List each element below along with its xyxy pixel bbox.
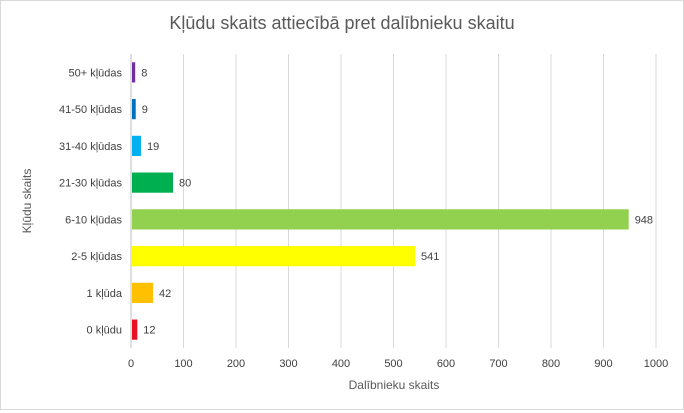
x-tick-label: 100 — [174, 358, 192, 370]
x-tick-label: 0 — [128, 358, 134, 370]
bar — [132, 62, 136, 83]
x-tick-label: 800 — [542, 358, 560, 370]
category-label: 21-30 kļūdas — [59, 178, 122, 190]
bar — [132, 99, 136, 120]
data-label: 42 — [159, 288, 171, 300]
x-tick-label: 600 — [437, 358, 455, 370]
category-label: 31-40 kļūdas — [59, 141, 122, 153]
category-label: 1 kļūda — [87, 288, 123, 300]
x-tick-label: 1000 — [644, 358, 668, 370]
x-tick-label: 700 — [489, 358, 507, 370]
x-tick-label: 900 — [594, 358, 612, 370]
data-label: 80 — [179, 178, 191, 190]
category-label: 0 kļūdu — [87, 325, 122, 337]
bar — [132, 319, 138, 340]
bar — [132, 209, 629, 230]
bar — [132, 172, 173, 193]
data-label: 19 — [147, 141, 159, 153]
category-label: 6-10 kļūdas — [65, 214, 122, 226]
x-tick-label: 300 — [279, 358, 297, 370]
x-axis-title: Dalībnieku skaits — [348, 378, 440, 392]
x-tick-label: 500 — [384, 358, 402, 370]
chart-title: Kļūdu skaits attiecībā pret dalībnieku s… — [169, 13, 515, 33]
x-tick-label: 400 — [332, 358, 350, 370]
bar — [132, 135, 141, 156]
category-label: 41-50 kļūdas — [59, 104, 122, 116]
data-label: 12 — [143, 325, 155, 337]
data-label: 9 — [142, 104, 148, 116]
bar — [132, 246, 416, 267]
data-label: 948 — [635, 214, 653, 226]
bar — [132, 282, 154, 303]
data-label: 8 — [141, 67, 147, 79]
data-label: 541 — [421, 251, 439, 263]
x-tick-label: 200 — [227, 358, 245, 370]
category-label: 2-5 kļūdas — [71, 251, 122, 263]
category-label: 50+ kļūdas — [68, 67, 122, 79]
